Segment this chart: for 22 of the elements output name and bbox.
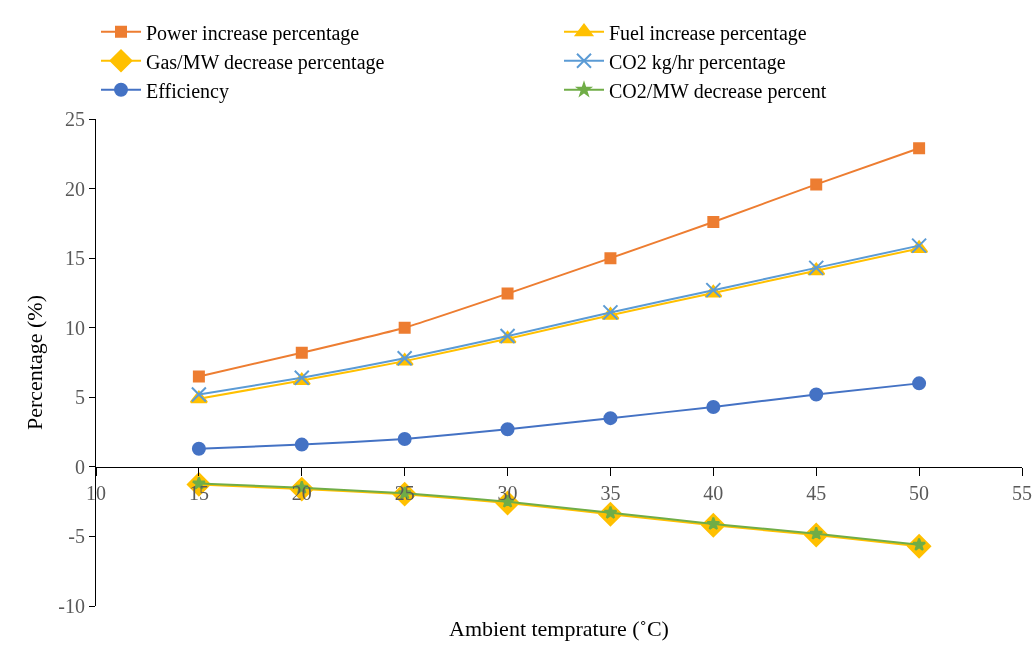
y-tick-label: 5 <box>75 386 85 409</box>
legend-label: CO2/MW decrease percent <box>609 79 827 103</box>
legend-label: Fuel increase percentage <box>609 21 807 45</box>
x-axis-title: Ambient temprature (˚C) <box>449 616 669 641</box>
legend-label: Gas/MW decrease percentage <box>146 50 385 74</box>
y-tick-label: -5 <box>68 525 85 548</box>
y-tick-label: 20 <box>65 177 85 200</box>
x-tick-label: 40 <box>703 481 724 504</box>
x-tick-label: 55 <box>1012 481 1032 504</box>
legend-label: Power increase percentage <box>146 21 360 45</box>
x-tick-label: 25 <box>394 481 415 504</box>
y-tick-label: 15 <box>65 247 85 270</box>
y-tick-label: 10 <box>65 316 85 339</box>
legend-label: CO2 kg/hr percentage <box>609 50 786 74</box>
y-tick-label: 25 <box>65 108 85 130</box>
x-tick-label: 45 <box>806 481 827 504</box>
x-tick-label: 35 <box>600 481 621 504</box>
y-axis-title: Percentage (%) <box>22 295 47 430</box>
legend-label: Efficiency <box>146 79 229 103</box>
y-tick-label: 0 <box>75 455 85 478</box>
y-tick-label: -10 <box>58 595 85 617</box>
x-tick-label: 50 <box>909 481 930 504</box>
